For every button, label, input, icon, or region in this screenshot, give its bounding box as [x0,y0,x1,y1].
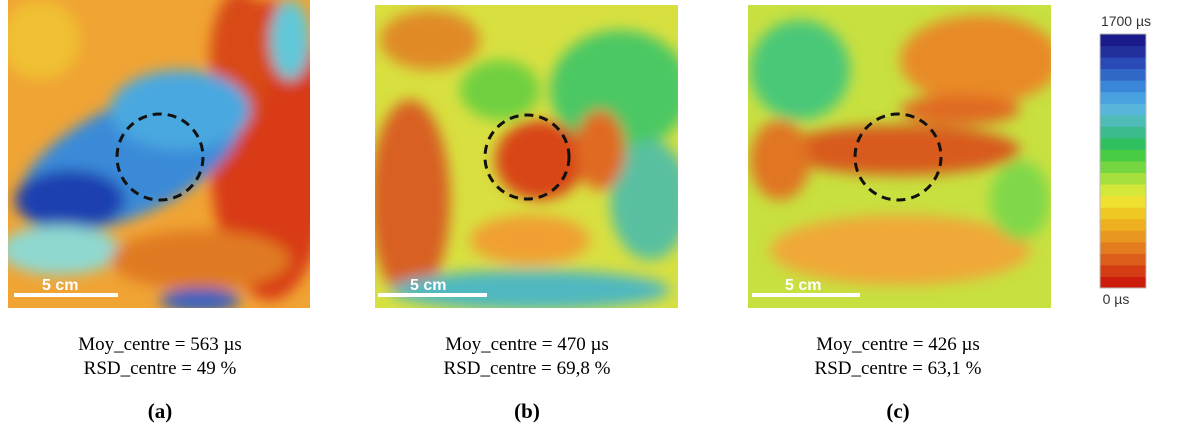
colorbar-segment [1100,253,1146,266]
colorbar-segment [1100,114,1146,127]
colorbar-segment [1100,57,1146,70]
colorbar-segment [1100,264,1146,277]
colorbar-segment [1100,103,1146,116]
mean-text: Moy_centre = 470 µs [445,334,609,355]
colorbar-min-label: 0 µs [1103,291,1130,307]
colorbar [1099,33,1147,289]
colorbar-segment [1100,149,1146,162]
panel-label: (c) [886,399,909,423]
colorbar-segment [1100,195,1146,208]
colorbar-segment [1100,80,1146,93]
colorbar-segment [1100,68,1146,81]
colorbar-segment [1100,207,1146,220]
panel-label: (b) [514,399,540,423]
scale-label: 5 cm [410,277,446,294]
colorbar-segment [1100,126,1146,139]
heatmap-b: 5 cm [375,5,678,308]
scale-label: 5 cm [785,277,821,294]
colorbar-segment [1100,184,1146,197]
colorbar-segment [1100,230,1146,243]
rsd-text: RSD_centre = 69,8 % [444,358,611,379]
mean-text: Moy_centre = 426 µs [816,334,980,355]
colorbar-segment [1100,137,1146,150]
colorbar-segment [1100,276,1146,289]
colorbar-segment [1100,34,1146,47]
panel-label: (a) [148,399,173,423]
rsd-text: RSD_centre = 49 % [84,358,237,379]
colorbar-segment [1100,161,1146,174]
heatmap-a: 5 cm [8,0,310,308]
colorbar-segment [1100,91,1146,104]
colorbar-segment [1100,172,1146,185]
heatmap-c: 5 cm [748,5,1051,308]
colorbar-segment [1100,45,1146,58]
colorbar-segment [1100,241,1146,254]
colorbar-segment [1100,218,1146,231]
scale-label: 5 cm [42,277,78,294]
rsd-text: RSD_centre = 63,1 % [815,358,982,379]
mean-text: Moy_centre = 563 µs [78,334,242,355]
colorbar-max-label: 1700 µs [1101,13,1151,29]
